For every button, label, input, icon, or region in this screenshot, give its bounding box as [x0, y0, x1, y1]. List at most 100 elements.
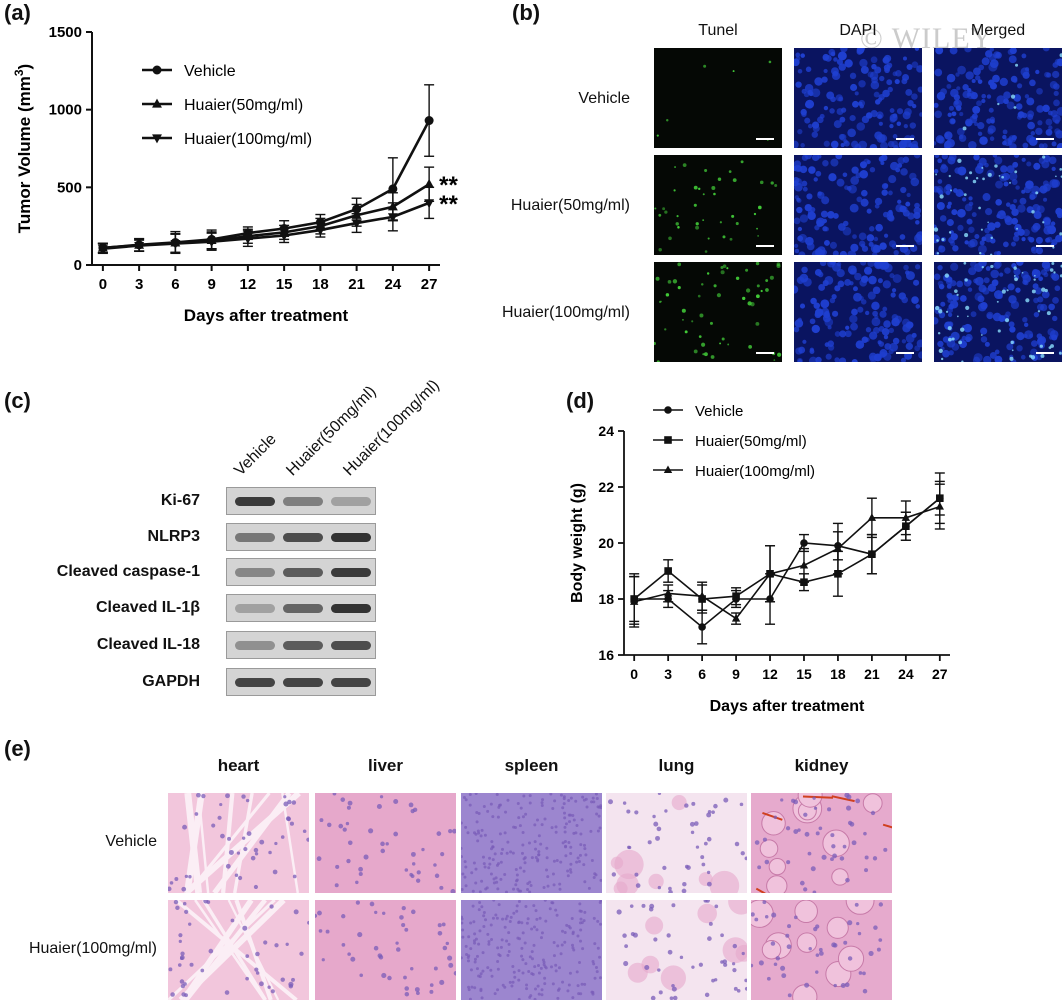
x-tick-label: 18	[312, 276, 329, 293]
blot-strip	[226, 523, 376, 551]
he-micrograph	[606, 793, 747, 893]
panel-label-d: (d)	[566, 388, 595, 413]
series-line	[633, 505, 941, 620]
blot-band	[235, 497, 275, 506]
data-point	[388, 184, 398, 194]
he-tissue-label: kidney	[794, 756, 849, 775]
data-point	[799, 560, 809, 569]
data-point	[315, 226, 326, 236]
panel-b-column-label: DAPI	[839, 22, 877, 39]
blot-band	[283, 533, 323, 542]
x-tick-label: 12	[762, 666, 778, 682]
x-tick-label: 21	[348, 276, 365, 293]
blot-band	[283, 497, 323, 506]
blot-protein-label: GAPDH	[142, 673, 200, 690]
legend-marker	[664, 436, 672, 444]
data-point	[242, 234, 253, 244]
data-point	[170, 239, 181, 249]
blot-band	[235, 641, 275, 650]
scale-bar	[1036, 245, 1054, 247]
scale-bar	[1036, 352, 1054, 354]
blot-band	[331, 641, 371, 650]
data-point	[279, 231, 290, 241]
fluorescence-micrograph	[934, 262, 1062, 362]
data-point	[732, 592, 740, 600]
scale-bar	[1036, 138, 1054, 140]
series-line	[102, 201, 430, 250]
panel-b-row-label: Huaier(50mg/ml)	[510, 197, 630, 214]
legend-entry: Huaier(50mg/ml)	[695, 433, 807, 450]
blot-band	[283, 604, 323, 613]
he-micrograph	[606, 900, 747, 1000]
data-point	[868, 550, 876, 558]
fluorescence-micrograph	[794, 155, 922, 255]
he-micrograph	[315, 793, 456, 893]
x-tick-label: 3	[135, 276, 143, 293]
blot-band	[331, 533, 371, 542]
he-micrograph	[315, 900, 456, 1000]
data-point	[630, 597, 639, 605]
fluorescence-micrograph	[654, 48, 782, 148]
legend-entry: Vehicle	[184, 63, 236, 80]
data-point	[134, 241, 145, 251]
fluorescence-micrograph	[654, 155, 782, 255]
blot-strip	[226, 668, 376, 696]
x-tick-label: 3	[664, 666, 672, 682]
x-tick-label: 12	[240, 276, 257, 293]
y-tick-label: 20	[598, 535, 614, 551]
fluorescence-micrograph	[934, 155, 1062, 255]
data-point	[698, 623, 706, 631]
blot-band	[331, 678, 371, 687]
scale-bar	[896, 352, 914, 354]
x-tick-label: 9	[732, 666, 740, 682]
y-tick-label: 1000	[49, 102, 82, 119]
he-micrograph	[461, 793, 602, 893]
blot-protein-label: Cleaved IL-1β	[95, 599, 200, 616]
data-point	[765, 569, 775, 577]
blot-protein-label: Cleaved IL-18	[96, 636, 200, 653]
panel-label-b: (b)	[512, 0, 541, 25]
y-tick-label: 1500	[49, 24, 82, 41]
he-micrograph	[751, 793, 892, 893]
data-point	[664, 567, 672, 575]
blot-band	[235, 604, 275, 613]
data-point	[663, 588, 673, 597]
legend-marker	[152, 65, 162, 75]
panel-b-column-label: Tunel	[698, 22, 738, 39]
x-tick-label: 15	[276, 276, 293, 293]
x-tick-label: 27	[421, 276, 438, 293]
data-point	[833, 544, 843, 552]
data-point	[697, 591, 707, 600]
x-tick-label: 0	[99, 276, 107, 293]
series-line	[102, 183, 430, 250]
panel-label-e: (e)	[4, 736, 31, 761]
panel-b-row-label: Vehicle	[578, 90, 630, 107]
y-tick-label: 0	[74, 257, 82, 274]
he-micrograph	[168, 900, 309, 1000]
blot-band	[235, 533, 275, 542]
y-tick-label: 24	[598, 423, 614, 439]
fluorescence-micrograph	[794, 48, 922, 148]
series-3	[629, 483, 945, 628]
legend-marker	[663, 465, 673, 474]
legend-marker	[152, 134, 162, 144]
legend-entry: Vehicle	[695, 403, 743, 420]
chart-d: 16 18 20 22 24 0 3 6 9 12 15 18 21 24 27 Days after tre…	[569, 403, 950, 715]
y-tick-label: 22	[598, 479, 614, 495]
data-point	[867, 513, 877, 521]
blot-strip	[226, 487, 376, 515]
legend-entry: Huaier(100mg/ml)	[184, 131, 312, 148]
data-point	[424, 178, 435, 188]
data-point	[901, 513, 911, 521]
scale-bar	[756, 138, 774, 140]
x-tick-label: 6	[171, 276, 179, 293]
data-point	[935, 502, 944, 510]
scale-bar	[896, 138, 914, 140]
blot-protein-label: NLRP3	[147, 528, 200, 545]
legend-marker	[152, 98, 162, 108]
blot-strip	[226, 594, 376, 622]
x-tick-label: 0	[630, 666, 638, 682]
panel-label-a: (a)	[4, 0, 31, 25]
data-point	[424, 116, 434, 126]
he-micrograph	[168, 793, 309, 893]
